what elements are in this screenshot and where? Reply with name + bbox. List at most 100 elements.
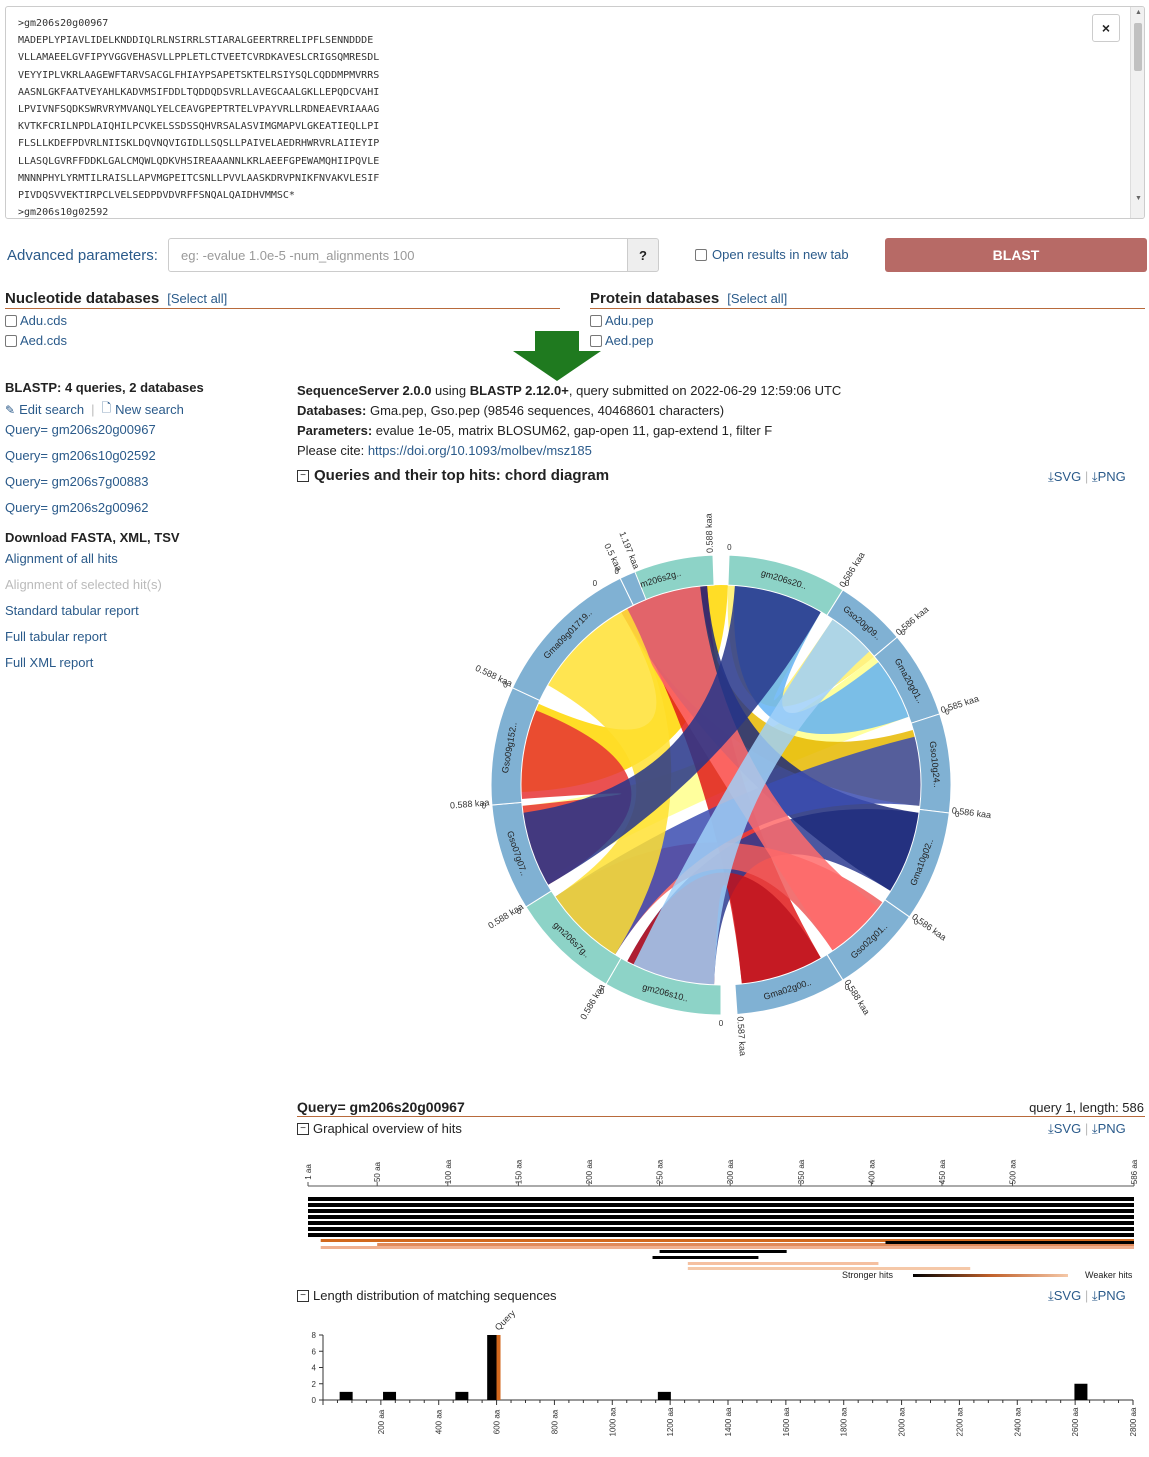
hit-bar	[308, 1215, 1134, 1219]
overview-title: Graphical overview of hits	[313, 1121, 462, 1136]
protein-divider	[590, 308, 1145, 309]
hit-bar	[320, 1239, 1134, 1242]
length-svg-link[interactable]: SVG	[1053, 1288, 1082, 1303]
length-png-link[interactable]: PNG	[1097, 1288, 1126, 1303]
query-link[interactable]: Query= gm206s20g00967	[5, 422, 156, 437]
segment-zero-label: 0	[845, 579, 850, 588]
using-text: using	[431, 383, 470, 398]
collapse-icon[interactable]: −	[297, 1122, 309, 1135]
segment-zero-label: 0	[914, 918, 919, 927]
hit-bar	[687, 1267, 971, 1270]
hit-bar	[308, 1197, 1134, 1201]
nucleotide-select-all[interactable]: [Select all]	[167, 291, 228, 306]
y-tick-label: 4	[312, 1364, 317, 1373]
protein-db-item[interactable]: Adu.pep	[590, 313, 653, 328]
open-new-tab-toggle[interactable]: Open results in new tab	[695, 247, 849, 262]
chord-png-link[interactable]: PNG	[1097, 469, 1126, 484]
segment-size-label: 0.587 kaa	[735, 1016, 748, 1056]
db-checkbox[interactable]	[5, 334, 17, 347]
protein-db-title: Protein databases	[590, 290, 720, 307]
download-icon: ⤓	[1048, 469, 1054, 484]
length-section-title[interactable]: − Length distribution of matching sequenc…	[297, 1288, 557, 1303]
collapse-icon[interactable]: −	[297, 469, 309, 482]
nucleotide-db-header: Nucleotide databases [Select all]	[5, 290, 227, 307]
edit-search-link[interactable]: Edit search	[19, 402, 85, 417]
chord-svg-link[interactable]: SVG	[1053, 469, 1082, 484]
textarea-scrollbar[interactable]: ▲ ▼	[1130, 7, 1144, 218]
download-alignment-all[interactable]: Alignment of all hits	[5, 551, 118, 566]
help-button[interactable]: ?	[627, 238, 659, 272]
length-bar	[339, 1391, 353, 1400]
overview-png-link[interactable]: PNG	[1097, 1121, 1126, 1136]
segment-zero-label: 0	[955, 810, 960, 819]
overview-section-title[interactable]: − Graphical overview of hits	[297, 1121, 462, 1136]
overview-svg-link[interactable]: SVG	[1053, 1121, 1082, 1136]
y-tick-label: 8	[312, 1331, 317, 1340]
overview-tick-label: 300 aa	[726, 1159, 735, 1184]
citation: Please cite: https://doi.org/10.1093/mol…	[297, 443, 592, 458]
chord-section-title[interactable]: − Queries and their top hits: chord diagr…	[297, 467, 609, 484]
clear-button[interactable]: ×	[1092, 14, 1120, 42]
sequence-textarea[interactable]: >gm206s20g00967 MADEPLYPIAVLIDELKNDDIQLR…	[5, 6, 1145, 219]
db-checkbox[interactable]	[5, 314, 17, 327]
scroll-thumb[interactable]	[1134, 23, 1142, 71]
hit-bar	[687, 1262, 879, 1265]
db-checkbox[interactable]	[590, 314, 602, 327]
length-downloads: ⤓SVG | ⤓PNG	[1048, 1288, 1126, 1304]
length-bar	[1074, 1383, 1088, 1400]
open-new-tab-checkbox[interactable]	[695, 248, 707, 261]
chord-segment	[734, 953, 844, 1015]
protein-select-all[interactable]: [Select all]	[727, 291, 788, 306]
x-tick-label: 1000 aa	[608, 1407, 617, 1436]
segment-zero-label: 0	[503, 680, 508, 689]
x-tick-label: 600 aa	[493, 1409, 502, 1434]
search-actions: ✎ Edit search | 🗋 New search	[5, 399, 184, 420]
collapse-icon[interactable]: −	[297, 1289, 309, 1302]
query-link[interactable]: Query= gm206s2g00962	[5, 500, 149, 515]
databases-info: Databases: Gma.pep, Gso.pep (98546 seque…	[297, 403, 724, 418]
scroll-up-icon[interactable]: ▲	[1135, 9, 1142, 16]
nucleotide-db-item[interactable]: Aed.cds	[5, 333, 67, 348]
down-arrow-icon	[513, 331, 601, 381]
chord-ribbon	[633, 619, 870, 985]
x-tick-label: 2600 aa	[1071, 1407, 1080, 1436]
segment-zero-label: 0	[719, 1019, 724, 1028]
query-link[interactable]: Query= gm206s7g00883	[5, 474, 149, 489]
new-search-link[interactable]: New search	[115, 402, 184, 417]
nucleotide-db-item[interactable]: Adu.cds	[5, 313, 67, 328]
query-marker-label: Query	[493, 1308, 518, 1333]
download-icon: ⤓	[1091, 1121, 1098, 1136]
segment-zero-label: 0	[945, 707, 950, 716]
chord-title: Queries and their top hits: chord diagra…	[314, 467, 610, 484]
hit-bar	[652, 1256, 759, 1259]
length-bar	[455, 1391, 469, 1400]
chord-downloads: ⤓SVG | ⤓PNG	[1048, 469, 1126, 485]
download-full-tabular[interactable]: Full tabular report	[5, 629, 107, 644]
query-link[interactable]: Query= gm206s10g02592	[5, 448, 156, 463]
stronger-hits-label: Stronger hits	[842, 1270, 894, 1280]
nucleotide-db-title: Nucleotide databases	[5, 290, 160, 307]
download-full-xml[interactable]: Full XML report	[5, 655, 94, 670]
blast-button[interactable]: BLAST	[885, 238, 1147, 272]
download-heading: Download FASTA, XML, TSV	[5, 530, 180, 545]
x-tick-label: 1800 aa	[840, 1407, 849, 1436]
protein-db-item[interactable]: Aed.pep	[590, 333, 653, 348]
pencil-icon: ✎	[5, 402, 16, 417]
separator: |	[1084, 1121, 1089, 1136]
download-standard-tabular[interactable]: Standard tabular report	[5, 603, 139, 618]
db-item-label: Aed.pep	[605, 333, 654, 348]
parameters-value: evalue 1e-05, matrix BLOSUM62, gap-open …	[372, 423, 773, 438]
overview-tick-label: 450 aa	[938, 1159, 947, 1184]
scroll-down-icon[interactable]: ▼	[1135, 195, 1142, 202]
cite-link[interactable]: https://doi.org/10.1093/molbev/msz185	[367, 443, 592, 458]
db-item-label: Aed.cds	[20, 333, 67, 348]
hit-bar	[320, 1246, 1134, 1249]
overview-tick-label: 200 aa	[585, 1159, 594, 1184]
db-checkbox[interactable]	[590, 334, 602, 347]
separator: |	[91, 402, 95, 417]
length-title: Length distribution of matching sequence…	[313, 1288, 557, 1303]
databases-label: Databases:	[297, 403, 367, 418]
